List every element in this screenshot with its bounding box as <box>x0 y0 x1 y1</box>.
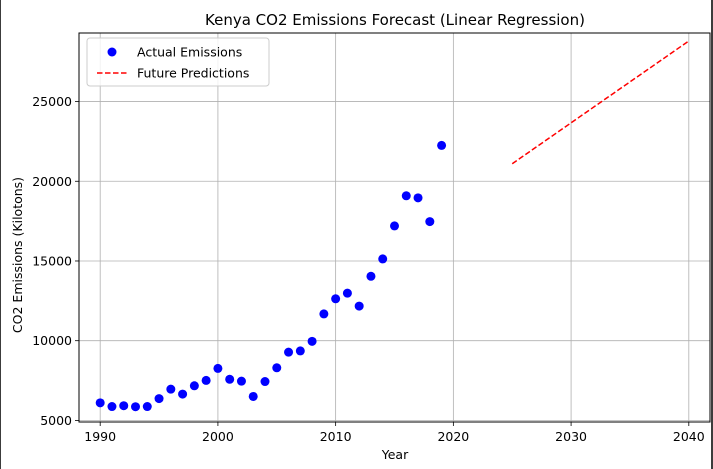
axis-ticks: 1990 2000 2010 2020 2030 2040 5000 10000 15000 20… <box>32 94 705 444</box>
data-point-actual-emissions <box>119 401 129 411</box>
data-point-actual-emissions <box>225 374 235 384</box>
data-point-actual-emissions <box>166 384 176 394</box>
legend-label-actual-emissions: Actual Emissions <box>137 45 242 60</box>
data-point-actual-emissions <box>342 288 352 298</box>
prediction-line-future-predictions <box>511 40 690 165</box>
x-tick-label: 2010 <box>320 429 352 444</box>
legend-box <box>86 37 270 87</box>
legend: Actual Emissions Future Predictions <box>86 37 270 87</box>
window-frame-right <box>711 0 713 469</box>
y-tick-label: 15000 <box>32 253 72 268</box>
y-tick-label: 5000 <box>40 413 72 428</box>
y-tick-label: 10000 <box>32 333 72 348</box>
legend-label-future-predictions: Future Predictions <box>137 66 249 81</box>
data-point-actual-emissions <box>437 140 447 150</box>
y-tick-label: 20000 <box>32 174 72 189</box>
data-point-actual-emissions <box>331 294 341 304</box>
data-point-actual-emissions <box>390 221 399 231</box>
data-point-actual-emissions <box>178 389 188 399</box>
data-point-actual-emissions <box>107 402 117 412</box>
axes-frame <box>78 32 711 423</box>
data-point-actual-emissions <box>201 375 211 385</box>
data-point-actual-emissions <box>354 301 364 311</box>
data-point-actual-emissions <box>213 363 223 373</box>
grid-lines <box>79 33 710 422</box>
data-point-actual-emissions <box>236 376 246 386</box>
data-point-actual-emissions <box>248 391 258 401</box>
plot-area <box>95 40 690 412</box>
data-point-actual-emissions <box>142 402 152 412</box>
data-point-actual-emissions <box>425 217 435 227</box>
data-point-actual-emissions <box>95 398 105 408</box>
data-point-actual-emissions <box>401 191 411 201</box>
data-point-actual-emissions <box>284 347 294 357</box>
data-point-actual-emissions <box>366 271 376 281</box>
x-tick-label: 2040 <box>673 429 705 444</box>
y-tick-label: 25000 <box>32 94 72 109</box>
data-point-actual-emissions <box>189 381 199 391</box>
x-tick-label: 1990 <box>84 429 116 444</box>
data-point-actual-emissions <box>413 193 423 203</box>
x-tick-label: 2030 <box>555 429 587 444</box>
y-axis-label: CO2 Emissions (Kilotons) <box>10 177 25 333</box>
legend-marker-actual-emissions <box>107 47 117 57</box>
chart-title: Kenya CO2 Emissions Forecast (Linear Reg… <box>205 11 585 29</box>
data-point-actual-emissions <box>260 377 270 387</box>
x-axis-label: Year <box>381 447 409 462</box>
x-tick-label: 2000 <box>202 429 234 444</box>
data-point-actual-emissions <box>154 394 164 404</box>
data-point-actual-emissions <box>272 363 282 373</box>
data-point-actual-emissions <box>319 309 329 319</box>
x-tick-label: 2020 <box>437 429 469 444</box>
data-point-actual-emissions <box>378 254 388 264</box>
window-frame-left <box>0 0 1 469</box>
data-point-actual-emissions <box>131 402 141 412</box>
data-point-actual-emissions <box>307 336 317 346</box>
data-point-actual-emissions <box>295 346 305 356</box>
